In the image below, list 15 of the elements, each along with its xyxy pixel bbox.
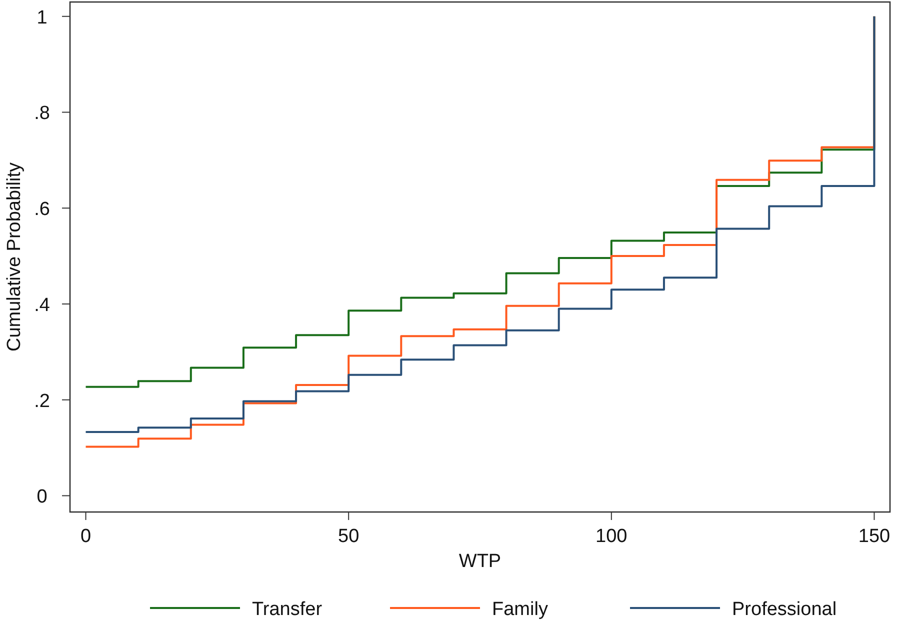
y-tick-label: 0 [36, 486, 48, 508]
y-tick-label: .4 [34, 294, 50, 316]
legend-label: Family [492, 599, 548, 620]
x-tick-label: 150 [858, 526, 890, 547]
y-tick-label: .6 [34, 199, 50, 220]
legend-label: Transfer [252, 599, 323, 620]
y-tick-label: .8 [34, 103, 50, 124]
x-tick-label: 50 [338, 526, 360, 547]
x-tick-label: 0 [80, 526, 92, 547]
legend-label: Professional [732, 599, 837, 620]
y-tick-label: 1 [36, 7, 48, 28]
y-axis-title: Cumulative Probability [4, 162, 25, 352]
y-tick-label: .2 [34, 390, 50, 412]
x-tick-label: 100 [596, 526, 628, 547]
x-axis-title: WTP [458, 551, 502, 572]
